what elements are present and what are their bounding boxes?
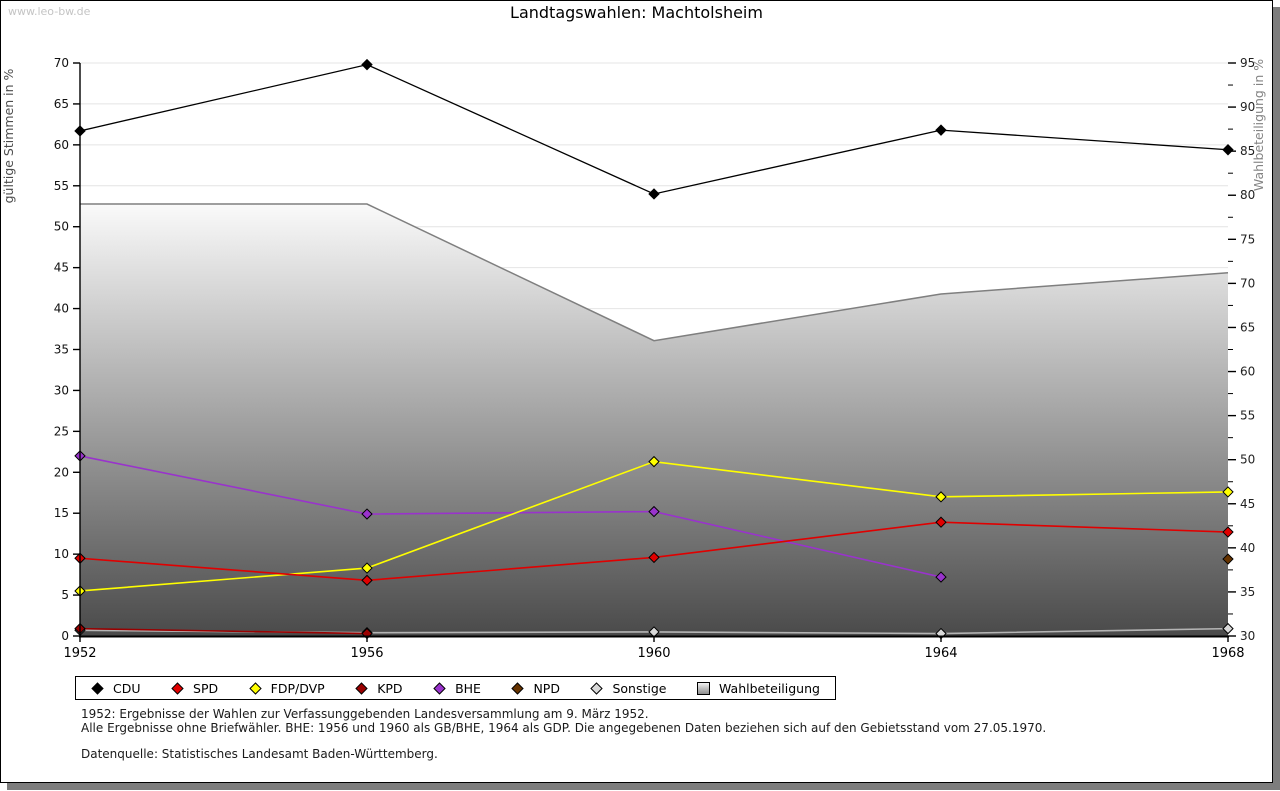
right-axis-title: Wahlbeteiligung in %: [1251, 59, 1266, 191]
right-axis-tick-label: 50: [1240, 453, 1255, 467]
area-wahlbeteiligung: [80, 204, 1228, 637]
footnote-line-2: Alle Ergebnisse ohne Briefwähler. BHE: 1…: [81, 721, 1047, 735]
legend-diamond-marker-icon: [91, 681, 104, 695]
chart-footnotes: 1952: Ergebnisse der Wahlen zur Verfassu…: [81, 707, 1046, 761]
axes: 0 5 10 15 20 25 30 35 40 45 50 55 60 65 70 30 35 40 45 50 55…: [1, 56, 1266, 661]
right-axis-tick-label: 95: [1240, 56, 1255, 70]
legend-label: KPD: [377, 680, 403, 696]
right-axis-tick-label: 40: [1240, 541, 1255, 555]
legend-label: NPD: [533, 680, 560, 696]
left-axis-tick-label: 20: [54, 465, 69, 479]
x-axis-year-label: 1964: [924, 646, 957, 661]
legend-item-wahlbeteiligung: Wahlbeteiligung: [696, 680, 820, 696]
chart-legend: CDU SPD FDP/DVP KPD BHE NPD Sonstige Wahlbeteil…: [75, 676, 836, 700]
data-point-marker: [935, 491, 947, 503]
right-axis-tick-label: 90: [1240, 100, 1255, 114]
legend-diamond-marker-icon: [355, 681, 368, 695]
legend-item-kpd: KPD: [355, 680, 403, 696]
data-point-marker: [935, 124, 947, 136]
legend-square-marker-icon: [696, 681, 710, 695]
right-axis-tick-label: 75: [1240, 232, 1255, 246]
legend-diamond-marker-icon: [511, 681, 525, 695]
legend-diamond-marker-icon: [590, 681, 604, 695]
left-axis-tick-label: 55: [54, 179, 69, 193]
data-point-marker: [648, 188, 660, 200]
x-axis-year-label: 1952: [63, 646, 96, 661]
series-bhe: [74, 450, 947, 583]
left-axis-title: gültige Stimmen in %: [1, 68, 16, 203]
data-point-marker: [361, 562, 373, 574]
legend-item-cdu: CDU: [91, 681, 141, 696]
data-point-marker: [1222, 526, 1234, 538]
legend-diamond-marker-icon: [171, 681, 184, 695]
right-axis-tick-label: 35: [1240, 585, 1255, 599]
left-axis-tick-label: 35: [54, 343, 69, 357]
data-point-marker: [648, 626, 660, 638]
area-wahlbeteiligung-edge: [80, 203, 1229, 342]
right-axis-tick-label: 55: [1240, 409, 1255, 423]
left-axis-tick-label: 0: [61, 629, 69, 643]
data-point-marker: [361, 574, 373, 587]
left-axis-tick-label: 45: [54, 261, 69, 275]
legend-item-spd: SPD: [171, 681, 218, 696]
legend-label: BHE: [455, 680, 481, 696]
right-axis-tick-label: 65: [1240, 320, 1255, 334]
data-point-marker: [648, 455, 660, 468]
left-axis-tick-label: 5: [61, 588, 69, 602]
x-axis-year-label: 1956: [350, 646, 383, 661]
legend-label: CDU: [113, 680, 141, 696]
right-axis-tick-label: 70: [1240, 276, 1255, 290]
right-axis-tick-label: 60: [1240, 365, 1255, 379]
left-axis-tick-label: 60: [54, 138, 69, 152]
legend-label: FDP/DVP: [270, 680, 325, 696]
legend-item-sonstige: Sonstige: [590, 681, 666, 696]
series-fdp-dvp: [74, 455, 1234, 597]
data-point-marker: [935, 571, 947, 583]
data-point-marker: [361, 58, 373, 71]
data-point-marker: [361, 508, 373, 520]
legend-label: Sonstige: [612, 680, 667, 696]
data-point-marker: [1222, 144, 1234, 156]
x-axis-year-label: 1960: [637, 646, 670, 661]
left-axis-tick-label: 65: [54, 97, 69, 111]
legend-item-bhe: BHE: [433, 681, 481, 696]
series-cdu: [74, 58, 1234, 200]
right-axis-tick-label: 45: [1240, 497, 1255, 511]
left-axis-tick-label: 30: [54, 383, 69, 397]
site-watermark: www.leo-bw.de: [8, 5, 91, 18]
legend-item-fdp-dvp: FDP/DVP: [248, 680, 325, 696]
data-source-note: Datenquelle: Statistisches Landesamt Bad…: [81, 747, 438, 761]
series-spd: [74, 516, 1234, 587]
data-point-marker: [648, 551, 660, 564]
left-axis-tick-label: 15: [54, 506, 69, 520]
legend-label: Wahlbeteiligung: [718, 680, 820, 696]
page-title: Landtagswahlen: Machtolsheim: [510, 3, 763, 22]
left-axis-tick-label: 40: [54, 302, 69, 316]
data-point-marker: [1222, 622, 1234, 635]
legend-diamond-marker-icon: [433, 681, 446, 695]
data-point-marker: [1222, 486, 1234, 498]
left-axis-tick-label: 10: [54, 547, 69, 561]
left-axis-tick-label: 25: [54, 424, 69, 438]
footnote-line-1: 1952: Ergebnisse der Wahlen zur Verfassu…: [81, 707, 649, 721]
right-axis-tick-label: 85: [1240, 144, 1255, 158]
legend-label: SPD: [193, 680, 219, 696]
data-point-marker: [648, 505, 660, 518]
legend-diamond-marker-icon: [248, 681, 262, 695]
right-axis-tick-label: 30: [1240, 629, 1255, 643]
data-point-marker: [935, 516, 947, 528]
series-npd: [1222, 553, 1234, 565]
left-axis-tick-label: 70: [54, 56, 69, 70]
left-axis-tick-label: 50: [54, 220, 69, 234]
data-point-marker: [1222, 553, 1234, 565]
right-axis-tick-label: 80: [1240, 188, 1255, 202]
x-axis-year-label: 1968: [1211, 646, 1244, 661]
legend-item-npd: NPD: [511, 681, 560, 696]
